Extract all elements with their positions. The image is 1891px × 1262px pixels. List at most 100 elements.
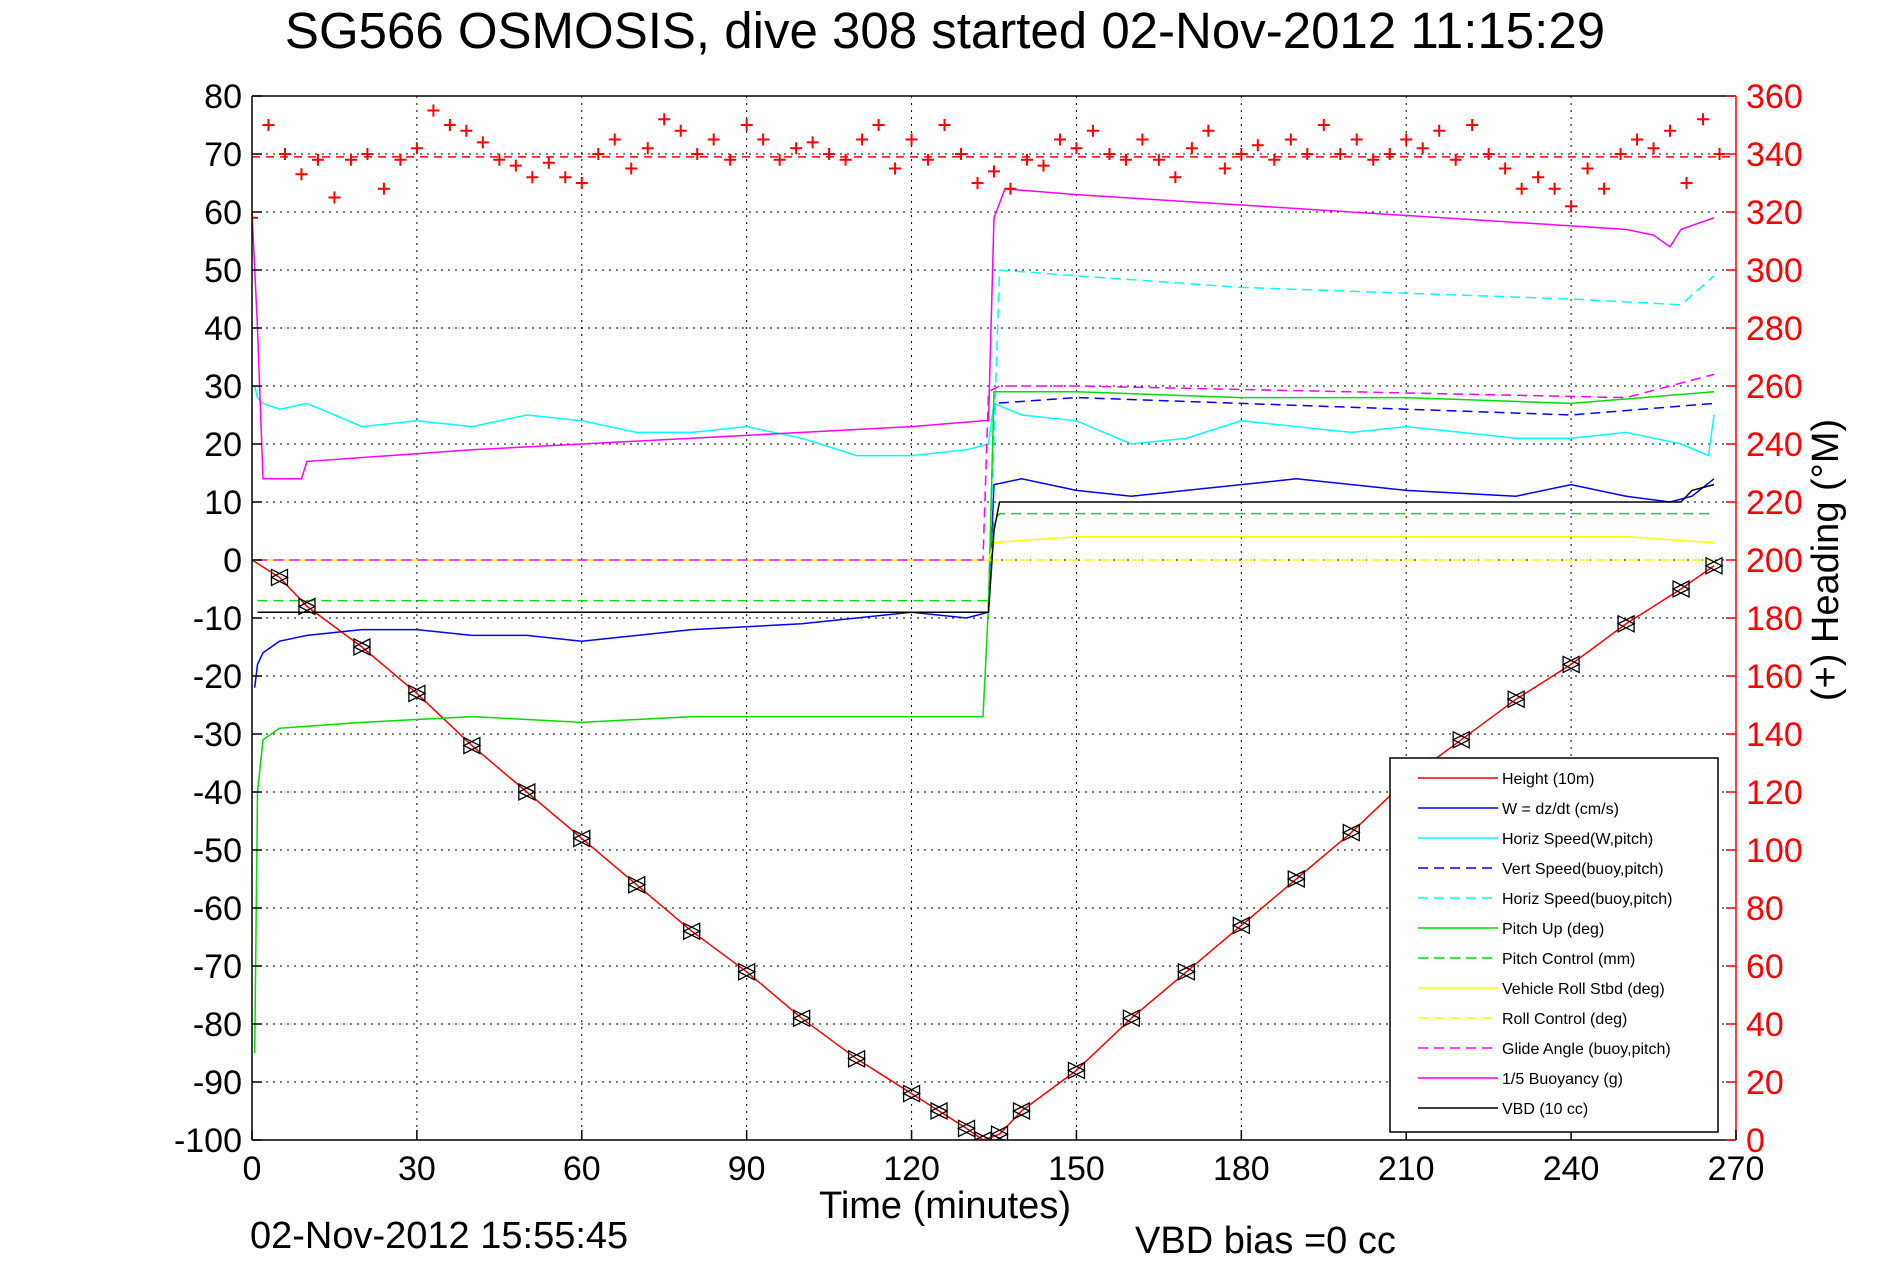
height-marker xyxy=(352,637,372,657)
heading-point xyxy=(625,162,638,175)
series-line-6 xyxy=(253,391,1715,1054)
height-marker xyxy=(1066,1061,1086,1080)
heading-point xyxy=(1070,142,1083,155)
y-tick-label: -70 xyxy=(193,948,242,986)
legend-label: Horiz Speed(W,pitch) xyxy=(1502,831,1653,848)
y2-tick-label: 80 xyxy=(1746,890,1784,928)
height-marker xyxy=(1176,962,1196,981)
series-line-7 xyxy=(257,512,1714,602)
legend-label: W = dz/dt (cm/s) xyxy=(1502,801,1619,818)
y2-tick-label: 340 xyxy=(1746,136,1803,174)
y-tick-label: 80 xyxy=(204,78,242,116)
legend-label: Horiz Speed(buoy,pitch) xyxy=(1502,891,1672,908)
y2-tick-label: 200 xyxy=(1746,542,1803,580)
height-marker xyxy=(1506,690,1526,709)
series-line-4 xyxy=(987,396,1715,607)
heading-point xyxy=(1334,148,1347,160)
y2-tick-label: 180 xyxy=(1746,600,1803,638)
y-tick-label: 40 xyxy=(204,310,242,348)
y-tick-label: -20 xyxy=(193,658,242,696)
x-axis-label: Time (minutes) xyxy=(819,1185,1071,1227)
height-marker xyxy=(1451,730,1471,749)
heading-point xyxy=(493,153,506,166)
height-marker xyxy=(990,1125,1009,1140)
y2-tick-label: 60 xyxy=(1746,948,1784,986)
heading-point xyxy=(1466,119,1479,131)
heading-point xyxy=(1400,133,1413,146)
y2-tick-label: 260 xyxy=(1746,368,1803,406)
legend-box xyxy=(1389,757,1719,1133)
heading-point xyxy=(1532,171,1545,184)
legend-label: Height (10m) xyxy=(1502,771,1594,788)
heading-point xyxy=(328,191,341,204)
y-tick-label: -50 xyxy=(193,832,242,870)
y-tick-label: 30 xyxy=(204,368,242,406)
heading-point xyxy=(1268,153,1281,166)
series-line-12 xyxy=(257,483,1715,613)
x-tick-label: 30 xyxy=(398,1150,436,1188)
x-tick-label: 60 xyxy=(563,1150,601,1188)
heading-point xyxy=(1020,153,1033,166)
height-marker xyxy=(1121,1009,1141,1028)
y-tick-label: 70 xyxy=(204,136,242,174)
heading-point xyxy=(1202,124,1215,137)
heading-point xyxy=(1350,133,1363,146)
series-line-5 xyxy=(987,269,1715,607)
height-marker xyxy=(902,1084,922,1103)
height-marker xyxy=(1616,614,1636,633)
height-marker xyxy=(737,962,757,981)
heading-point xyxy=(1367,153,1380,166)
heading-point xyxy=(856,133,869,146)
heading-point xyxy=(1664,124,1677,137)
y-tick-label: 50 xyxy=(204,252,242,290)
legend: Height (10m) W = dz/dt (cm/s) Horiz Speed(… xyxy=(1389,757,1719,1133)
y-tick-label: 60 xyxy=(204,194,242,232)
height-marker xyxy=(1671,579,1691,599)
heading-point xyxy=(1449,153,1462,166)
height-marker xyxy=(957,1119,976,1138)
height-marker xyxy=(270,568,289,587)
heading-point xyxy=(460,124,473,137)
heading-point xyxy=(1185,142,1198,155)
heading-point xyxy=(707,133,720,146)
axes: 0 30 60 90 120 150 180 210 240 270 80 70 60 50 40 30 20 1… xyxy=(174,78,1803,1188)
height-marker xyxy=(407,684,427,703)
heading-point xyxy=(252,211,258,224)
heading-point xyxy=(1383,148,1396,160)
series-group xyxy=(252,104,1736,1140)
legend-label: Pitch Up (deg) xyxy=(1502,921,1604,938)
heading-point xyxy=(1169,171,1182,184)
heading-point xyxy=(938,119,951,131)
heading-point xyxy=(1317,119,1330,131)
heading-point xyxy=(1416,142,1429,155)
heading-point xyxy=(443,119,456,131)
plot-area xyxy=(252,104,1736,1140)
heading-point xyxy=(724,153,737,166)
height-marker xyxy=(462,736,482,755)
heading-point xyxy=(1631,133,1644,146)
heading-point xyxy=(344,153,357,166)
x-tick-label: 240 xyxy=(1543,1150,1600,1188)
heading-point xyxy=(1680,177,1693,189)
y2-axis-label: (+) Heading (°M) xyxy=(1805,419,1847,701)
heading-point xyxy=(1152,153,1165,166)
heading-point xyxy=(361,148,374,160)
heading-point xyxy=(806,136,819,149)
y2-tick-label: 0 xyxy=(1746,1122,1765,1160)
heading-point xyxy=(311,153,324,166)
heading-point xyxy=(740,119,753,131)
heading-point xyxy=(988,165,1000,178)
height-marker xyxy=(973,1130,993,1140)
heading-point xyxy=(823,148,836,160)
heading-point xyxy=(608,133,621,146)
heading-point xyxy=(1614,148,1627,160)
heading-point xyxy=(262,119,275,131)
heading-point xyxy=(641,142,654,155)
y-tick-label: -30 xyxy=(193,716,242,754)
height-marker xyxy=(297,597,317,616)
heading-point xyxy=(394,153,407,166)
heading-point xyxy=(1515,182,1528,195)
height-marker xyxy=(1231,916,1251,935)
x-tick-label: 0 xyxy=(243,1150,262,1188)
x-tick-label: 90 xyxy=(728,1150,766,1188)
